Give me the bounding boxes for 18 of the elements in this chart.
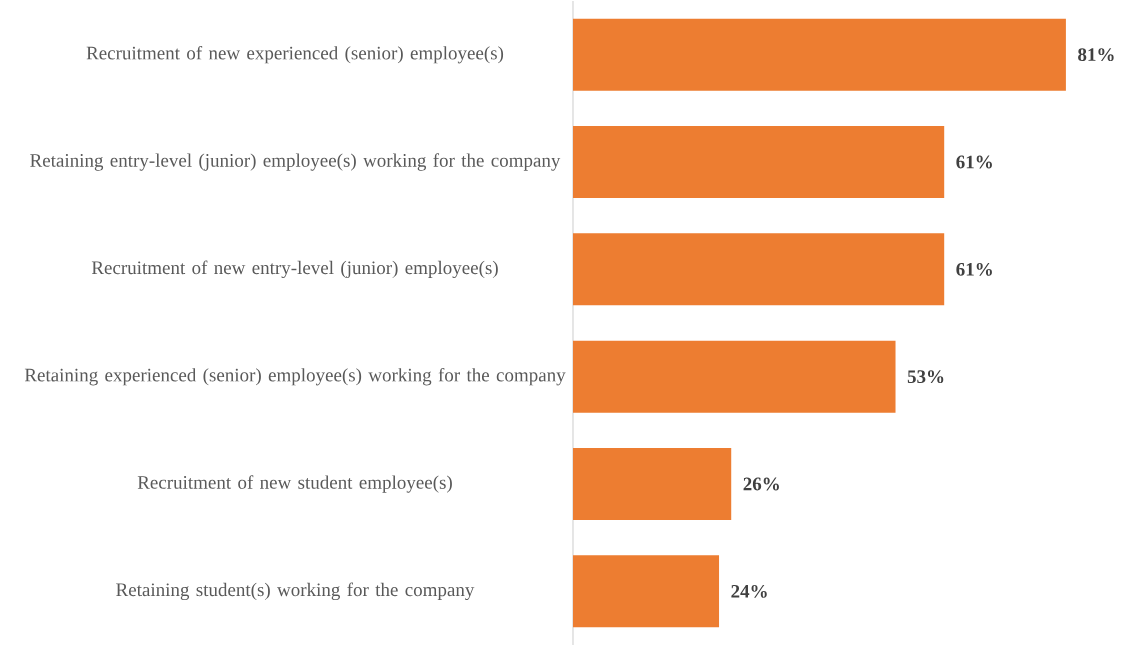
y-tick-label: Recruitment of new entry-level (junior) employee(s) xyxy=(91,260,498,279)
y-tick-label: Recruitment of new experienced (senior) employee(s) xyxy=(86,45,504,64)
bar xyxy=(573,233,945,306)
bar xyxy=(573,18,1066,91)
y-tick-label: Retaining student(s) working for the company xyxy=(116,582,475,601)
y-tick-label: Retaining experienced (senior) employee(s) working for the company xyxy=(24,367,566,386)
data-label: 26% xyxy=(743,477,779,491)
y-tick-label: Retaining entry-level (junior) employee(s) working for the company xyxy=(30,153,561,171)
data-label: 61% xyxy=(956,262,992,276)
data-label: 81% xyxy=(1078,48,1114,62)
bar xyxy=(573,555,720,628)
bar xyxy=(573,126,945,198)
y-tick-label: Recruitment of new student employee(s) xyxy=(137,475,452,493)
bar xyxy=(573,448,732,520)
data-label: 24% xyxy=(731,584,767,598)
bar xyxy=(573,340,896,413)
data-label: 61% xyxy=(956,155,992,169)
data-label: 53% xyxy=(907,370,944,384)
